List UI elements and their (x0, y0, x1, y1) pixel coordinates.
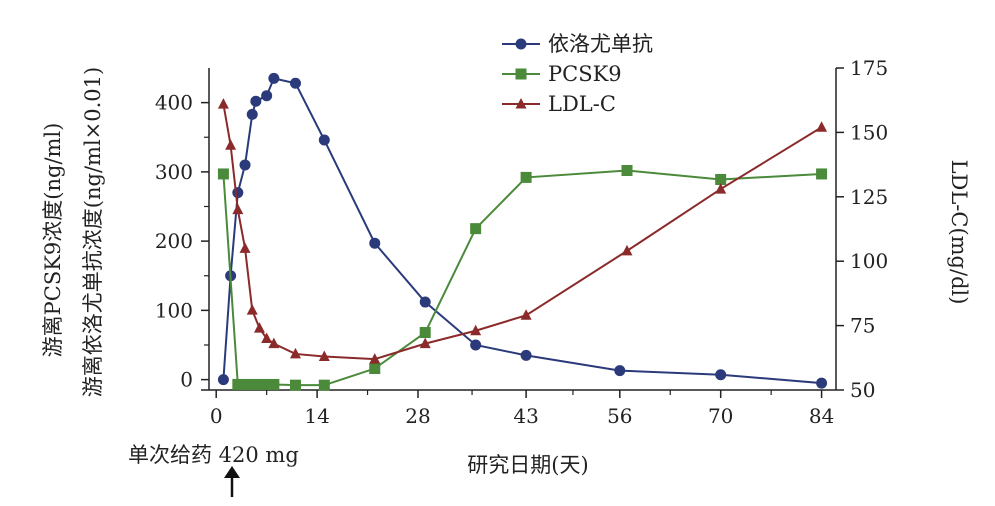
series (217, 72, 828, 391)
series-2-line (222, 103, 823, 361)
y-left-tick-label: 100 (155, 298, 193, 322)
series-0-point (816, 377, 828, 389)
series-1-point (520, 171, 532, 183)
series-0-point (217, 374, 229, 386)
series-2-point (621, 244, 633, 256)
series-0-point (261, 90, 273, 102)
series-0-point (419, 296, 431, 308)
x-tick-label: 28 (405, 404, 430, 428)
series-0-point (239, 159, 251, 171)
y-right-tick-label: 175 (850, 56, 888, 80)
series-0-point (289, 77, 301, 89)
legend-label: LDL-C (548, 92, 616, 116)
y-right-tick-label: 100 (850, 249, 888, 273)
series-2-point (520, 309, 532, 320)
legend-label: 依洛尤单抗 (548, 32, 653, 56)
dose-annotation: 单次给药 420 mg (128, 443, 299, 467)
series-2-point (289, 347, 301, 359)
series-0-point (715, 369, 727, 381)
y-left-tick-label: 0 (180, 368, 193, 392)
y-right-tick-label: 75 (850, 314, 875, 338)
y-right-tick-label: 50 (850, 378, 875, 402)
y-right-tick-label: 125 (850, 185, 888, 209)
x-axis-title: 研究日期(天) (467, 453, 588, 477)
series-2-point (318, 350, 330, 362)
series-2-point (268, 337, 280, 349)
series-1-point (246, 378, 258, 390)
series-1-point (253, 378, 265, 390)
series-1-point (470, 223, 482, 235)
series-1-point (816, 168, 828, 180)
x-tick-label: 43 (513, 404, 538, 428)
series-1-point (621, 164, 633, 176)
series-2-point (217, 98, 229, 109)
x-tick-label: 56 (607, 404, 632, 428)
dose-arrow-icon (224, 466, 240, 497)
y-left-tick-label: 400 (155, 91, 193, 115)
series-0-point (268, 72, 280, 84)
legend-entry-2: LDL-C (502, 92, 616, 116)
series-2-point (232, 203, 244, 215)
series-2-point (715, 183, 727, 194)
legend-swatch-marker (515, 38, 527, 50)
series-2-point (816, 121, 828, 132)
legend-swatch-marker (515, 98, 527, 109)
series-2-point (225, 139, 237, 150)
y-left-tick-label: 300 (155, 160, 193, 184)
ticks: 0 14 28 43 56 70 84 0 100 200 300 400 50 75 100 125 150 1… (155, 56, 888, 428)
x-tick-label: 0 (210, 404, 223, 428)
y-right-tick-label: 150 (850, 120, 888, 144)
series-0-point (318, 134, 330, 146)
series-0-point (246, 108, 258, 120)
x-tick-label: 70 (708, 404, 733, 428)
series-1-point (289, 379, 301, 391)
series-1-point (715, 173, 727, 185)
y-right-title: LDL-C(mg/dl) (947, 160, 971, 305)
series-1-point (369, 363, 381, 375)
series-1 (217, 164, 828, 391)
legend-entry-0: 依洛尤单抗 (502, 32, 653, 56)
legend-swatch-marker (515, 68, 527, 80)
series-1-point (268, 378, 280, 390)
series-2-point (419, 337, 431, 349)
legend-label: PCSK9 (548, 62, 622, 86)
legend-entry-1: PCSK9 (502, 62, 622, 86)
series-0-point (369, 237, 381, 249)
y-left-title-2: 游离依洛尤单抗浓度(ng/ml×0.01) (81, 67, 105, 397)
series-0-point (614, 365, 626, 377)
x-tick-label: 84 (809, 404, 834, 428)
legend: 依洛尤单抗 PCSK9 LDL-C (502, 32, 653, 116)
series-0 (217, 72, 828, 389)
series-2-point (261, 332, 273, 343)
series-2-point (239, 242, 251, 253)
series-2-point (246, 304, 258, 315)
series-1-point (261, 378, 273, 390)
series-2-point (369, 353, 381, 364)
y-left-tick-label: 200 (155, 229, 193, 253)
series-0-point (470, 339, 482, 351)
series-0-point (250, 95, 262, 107)
axes (201, 68, 837, 391)
series-2-point (253, 322, 265, 333)
series-1-point (318, 379, 330, 391)
series-0-point (520, 349, 532, 361)
series-2 (217, 98, 828, 364)
series-1-point (217, 168, 229, 180)
series-1-point (419, 327, 431, 339)
y-left-title-1: 游离PCSK9浓度(ng/ml) (41, 123, 65, 358)
x-tick-label: 14 (304, 404, 329, 428)
series-0-point (232, 187, 244, 199)
series-1-point (239, 378, 251, 390)
series-0-line (222, 77, 822, 385)
series-1-point (232, 378, 244, 390)
series-2-point (470, 324, 482, 336)
